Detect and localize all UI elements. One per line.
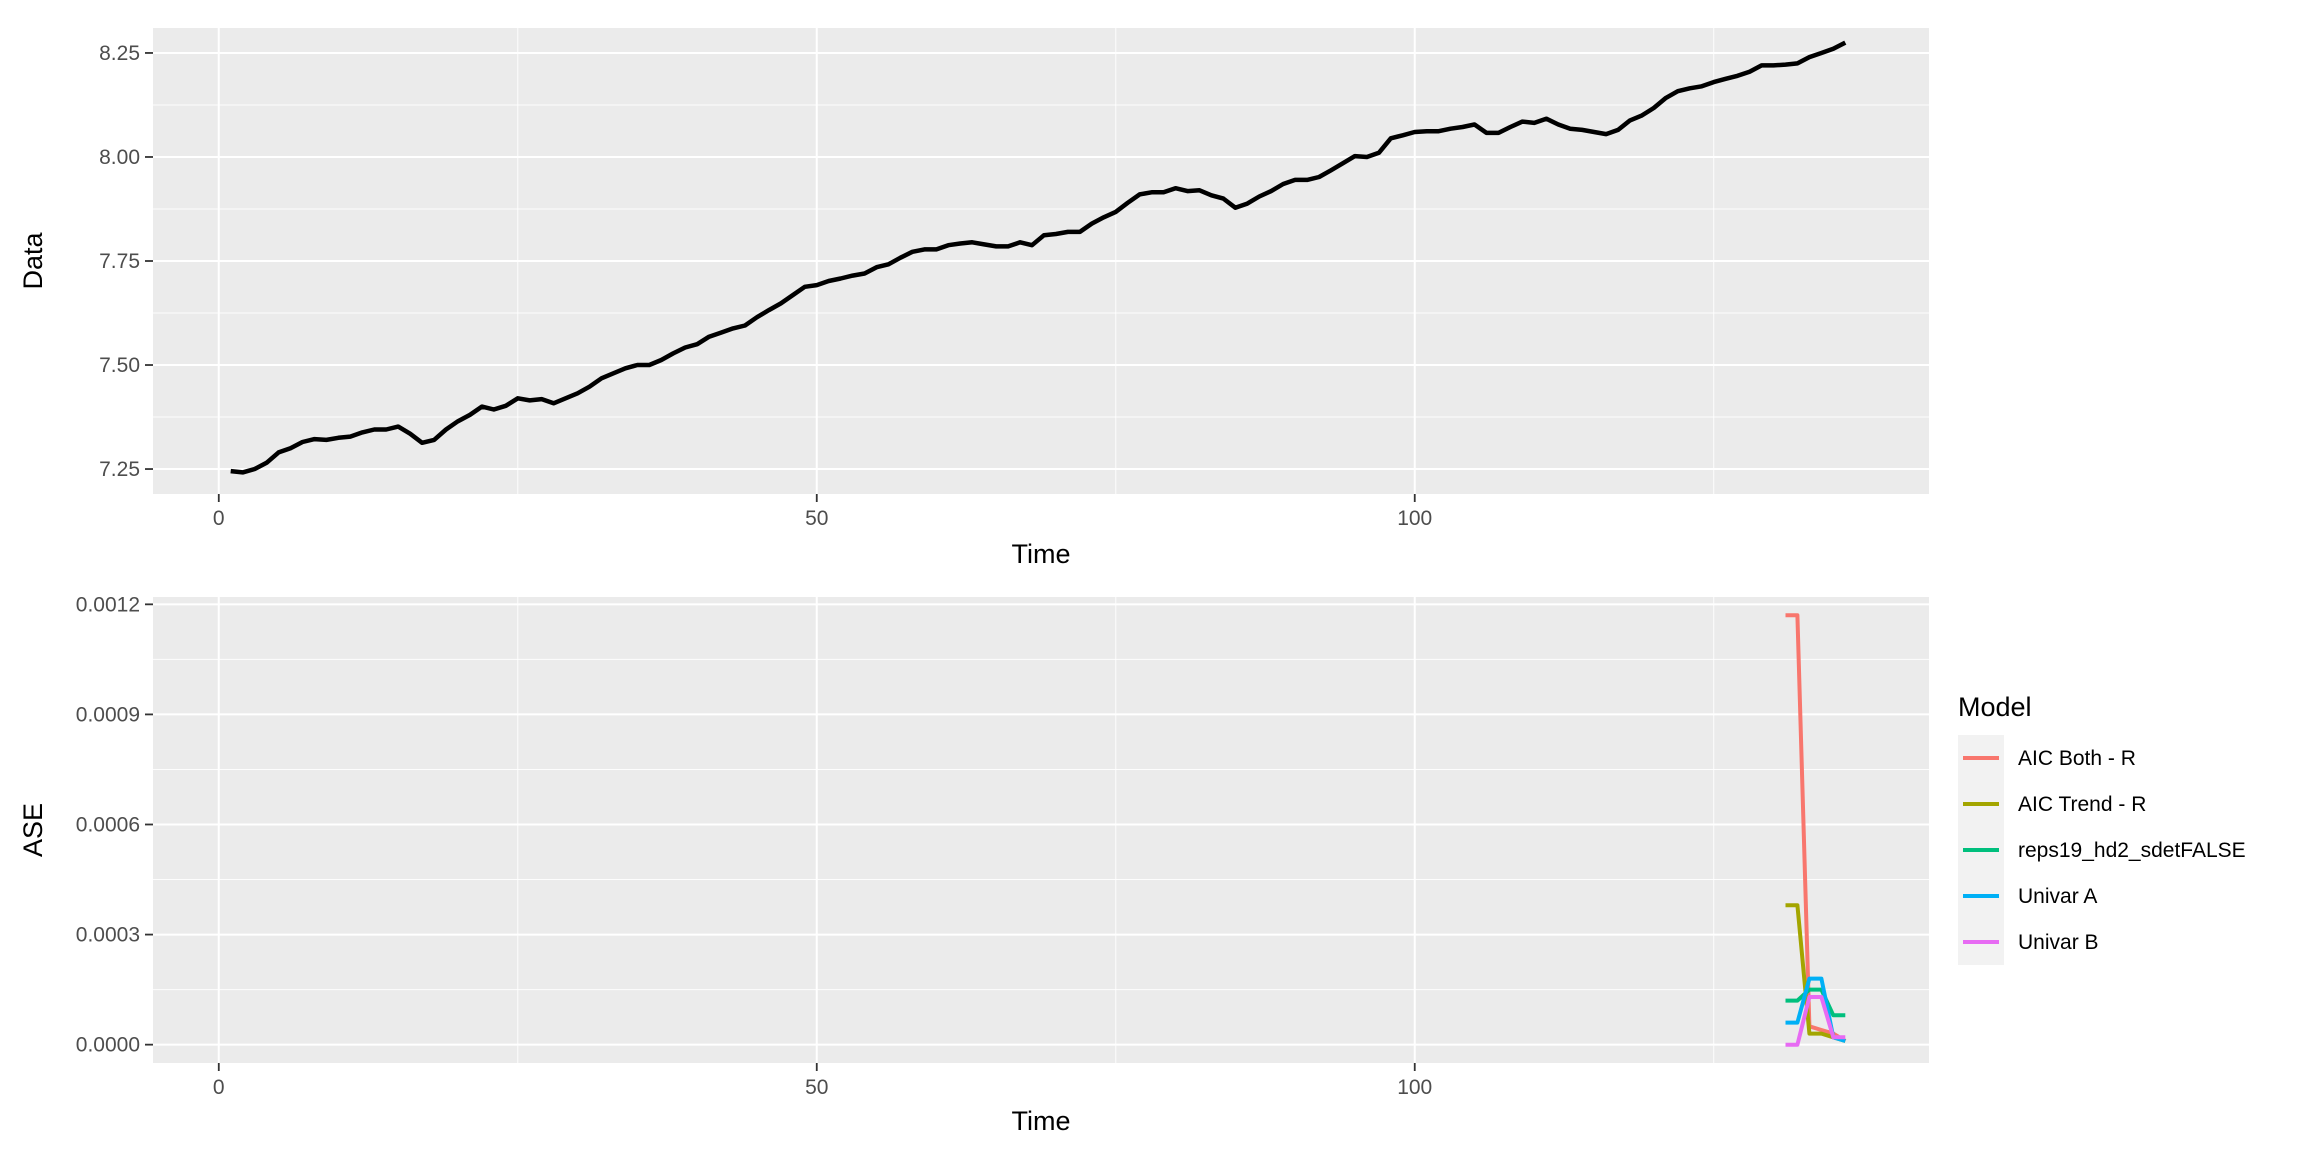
- bottom-y-axis-title: ASE: [18, 803, 48, 857]
- legend-entry-label: Univar B: [2018, 931, 2099, 954]
- legend: Model AIC Both - R AIC Trend - R reps19_hd2…: [1958, 692, 2246, 965]
- bottom-x-tick-label: 100: [1397, 1076, 1432, 1099]
- legend-entry-label: reps19_hd2_sdetFALSE: [2018, 839, 2246, 862]
- legend-title: Model: [1958, 692, 2032, 722]
- legend-entry-label: AIC Trend - R: [2018, 793, 2146, 816]
- top-x-axis-title: Time: [1012, 539, 1071, 569]
- legend-entry-label: Univar A: [2018, 885, 2097, 908]
- bottom-y-tick-label: 0.0009: [76, 703, 140, 726]
- bottom-plot-background: [153, 597, 1929, 1063]
- bottom-x-tick-label: 50: [805, 1076, 828, 1099]
- top-y-tick-label: 7.25: [99, 458, 140, 481]
- bottom-y-tick-label: 0.0003: [76, 924, 140, 947]
- bottom-series-line-univar-b: [1785, 995, 1846, 1047]
- top-y-axis-title: Data: [18, 232, 48, 290]
- top-x-tick-label: 100: [1397, 507, 1432, 530]
- bottom-y-tick-label: 0.0000: [76, 1034, 140, 1057]
- bottom-x-axis-title: Time: [1012, 1106, 1071, 1136]
- top-y-tick-label: 7.50: [99, 354, 140, 377]
- top-panel: 0 50 100 7.25 7.50 7.75 8.00 8.25 Time Data: [18, 28, 1929, 569]
- bottom-series-line-aic-both-r: [1785, 613, 1847, 1043]
- top-x-tick-label: 0: [213, 507, 225, 530]
- top-y-tick-label: 7.75: [99, 250, 140, 273]
- top-y-tick-label: 8.00: [99, 146, 140, 169]
- legend-entry-label: AIC Both - R: [2018, 747, 2136, 770]
- bottom-series-line-reps19-hd2-sdetfalse: [1785, 987, 1846, 1018]
- top-y-tick-label: 8.25: [99, 42, 140, 65]
- top-series-line-data: [230, 40, 1847, 475]
- bottom-y-tick-label: 0.0012: [76, 593, 140, 616]
- bottom-panel: 0 50 100 0.0000 0.0003 0.0006 0.0009 0.0012 Time…: [18, 593, 1929, 1136]
- bottom-x-tick-label: 0: [213, 1076, 225, 1099]
- bottom-y-tick-label: 0.0006: [76, 813, 140, 836]
- top-x-tick-label: 50: [805, 507, 828, 530]
